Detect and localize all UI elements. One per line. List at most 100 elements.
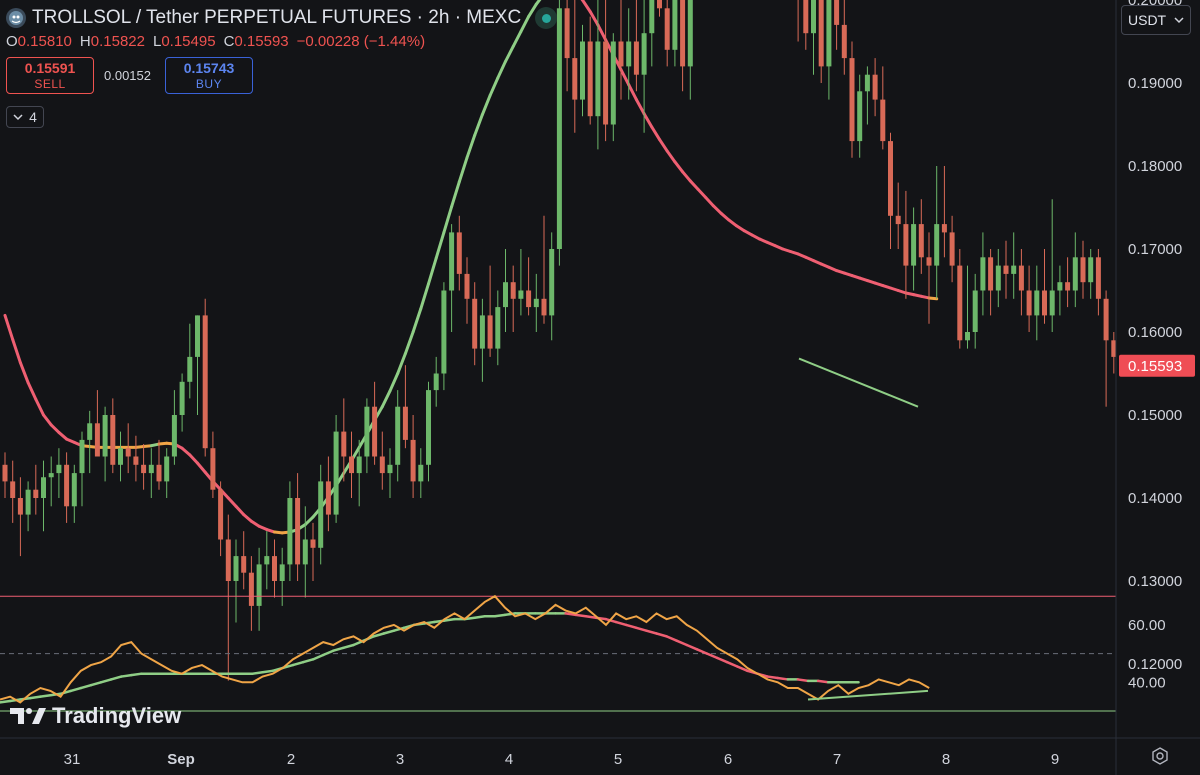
indicators-toggle-button[interactable]: 4: [6, 106, 44, 128]
candle-body: [849, 58, 855, 142]
osc-signal-segment: [109, 675, 123, 681]
osc-signal-segment: [766, 675, 779, 680]
osc-signal-segment: [89, 681, 103, 687]
osc-signal-segment: [655, 632, 668, 638]
osc-signal-segment: [119, 673, 133, 678]
watermark-text: TradingView: [52, 703, 182, 728]
candle-body: [503, 282, 508, 308]
ma-line-segment: [234, 504, 246, 517]
candle-body: [941, 224, 947, 233]
candle-body: [218, 489, 224, 540]
osc-signal-segment: [39, 693, 52, 698]
osc-signal-segment: [614, 620, 628, 627]
candle-body: [965, 332, 970, 341]
candle-body: [657, 0, 662, 9]
osc-signal-segment: [675, 639, 689, 647]
candle-body: [133, 456, 139, 465]
candle-body: [256, 564, 262, 606]
candle-body: [17, 498, 23, 515]
candle-body: [279, 564, 285, 581]
ma-line-segment: [480, 93, 492, 117]
osc-signal-segment: [69, 686, 83, 693]
candle-body: [1080, 257, 1086, 283]
ma-line-segment: [188, 453, 199, 465]
ma-line-segment: [457, 156, 469, 184]
close-value: 0.15593: [234, 33, 289, 50]
ma-line-segment: [719, 211, 731, 222]
candle-body: [441, 290, 447, 374]
osc-axis-tick: 60.00: [1128, 617, 1166, 634]
ma-line-segment: [226, 496, 238, 508]
ma-line-segment: [473, 113, 484, 137]
osc-signal-segment: [624, 623, 638, 630]
candle-body: [1018, 265, 1024, 291]
currency-select[interactable]: USDT: [1121, 5, 1191, 35]
candle-body: [1042, 290, 1047, 316]
candle-body: [349, 456, 354, 474]
ma-line-segment: [49, 423, 61, 434]
ma-line-segment: [581, 0, 592, 14]
ma-line-segment: [411, 307, 423, 334]
candle-body: [479, 315, 485, 349]
candle-body: [603, 41, 609, 125]
candle-body: [880, 99, 886, 142]
osc-signal-segment: [574, 613, 588, 618]
candle-body: [1065, 282, 1071, 291]
osc-signal-segment: [776, 676, 790, 681]
ma-line-segment: [496, 59, 507, 80]
ma-line-segment: [388, 372, 400, 393]
price-axis-tick: 0.20000: [1128, 0, 1182, 9]
osc-signal-segment: [130, 672, 143, 677]
chevron-down-icon: [1174, 16, 1184, 23]
candle-body: [87, 423, 93, 440]
ma-line-segment: [727, 218, 738, 228]
ma-line-segment: [596, 23, 608, 42]
osc-signal-segment: [564, 612, 577, 617]
symbol-header[interactable]: TROLLSOL / Tether PERPETUAL FUTURES · 2h…: [6, 6, 558, 30]
candle-body: [248, 572, 254, 606]
ma-line-segment: [650, 125, 661, 141]
candle-body: [456, 232, 462, 274]
ma-line-segment: [519, 15, 531, 34]
low-label: L: [152, 33, 162, 50]
buy-button[interactable]: 0.15743 BUY: [165, 57, 253, 94]
candle-body: [241, 556, 247, 573]
osc-signal-segment: [695, 648, 709, 655]
ma-line-segment: [42, 413, 53, 427]
osc-signal-segment: [342, 643, 355, 650]
last-price-label: 0.15593: [1128, 358, 1182, 375]
candle-body: [118, 448, 123, 465]
troll-logo-icon: [6, 8, 26, 28]
candle-body: [826, 0, 832, 67]
high-value: 0.15822: [90, 33, 145, 50]
candle-body: [811, 0, 816, 34]
candle-body: [926, 257, 932, 266]
candle-body: [918, 224, 924, 258]
market-status-icon[interactable]: [535, 7, 558, 29]
candle-body: [803, 0, 809, 34]
candle-body: [988, 257, 994, 291]
last-price-tag: [1119, 354, 1195, 377]
time-axis-tick: 31: [64, 751, 81, 768]
ohlc-values: O0.15810 H0.15822 L0.15495 C0.15593 −0.00228…: [6, 33, 425, 50]
candle-body: [71, 473, 77, 507]
sell-button[interactable]: 0.15591 SELL: [6, 57, 94, 94]
indicator-count: 4: [29, 109, 37, 125]
ma-line-segment: [34, 397, 45, 417]
osc-signal-segment: [645, 629, 658, 635]
ma-line-segment: [396, 352, 407, 375]
candle-body: [1049, 290, 1055, 316]
ma-line-segment: [3, 313, 15, 341]
candle-body: [141, 464, 147, 474]
osc-signal-segment: [493, 613, 507, 618]
candle-body: [495, 307, 501, 349]
settings-gear-icon[interactable]: [1151, 747, 1169, 765]
osc-signal-segment: [261, 669, 274, 674]
candle-body: [233, 556, 239, 581]
candle-body: [410, 439, 416, 482]
candle-body: [418, 464, 424, 482]
candle-body: [556, 8, 562, 249]
osc-line: [0, 594, 930, 704]
candle-body: [225, 539, 231, 581]
